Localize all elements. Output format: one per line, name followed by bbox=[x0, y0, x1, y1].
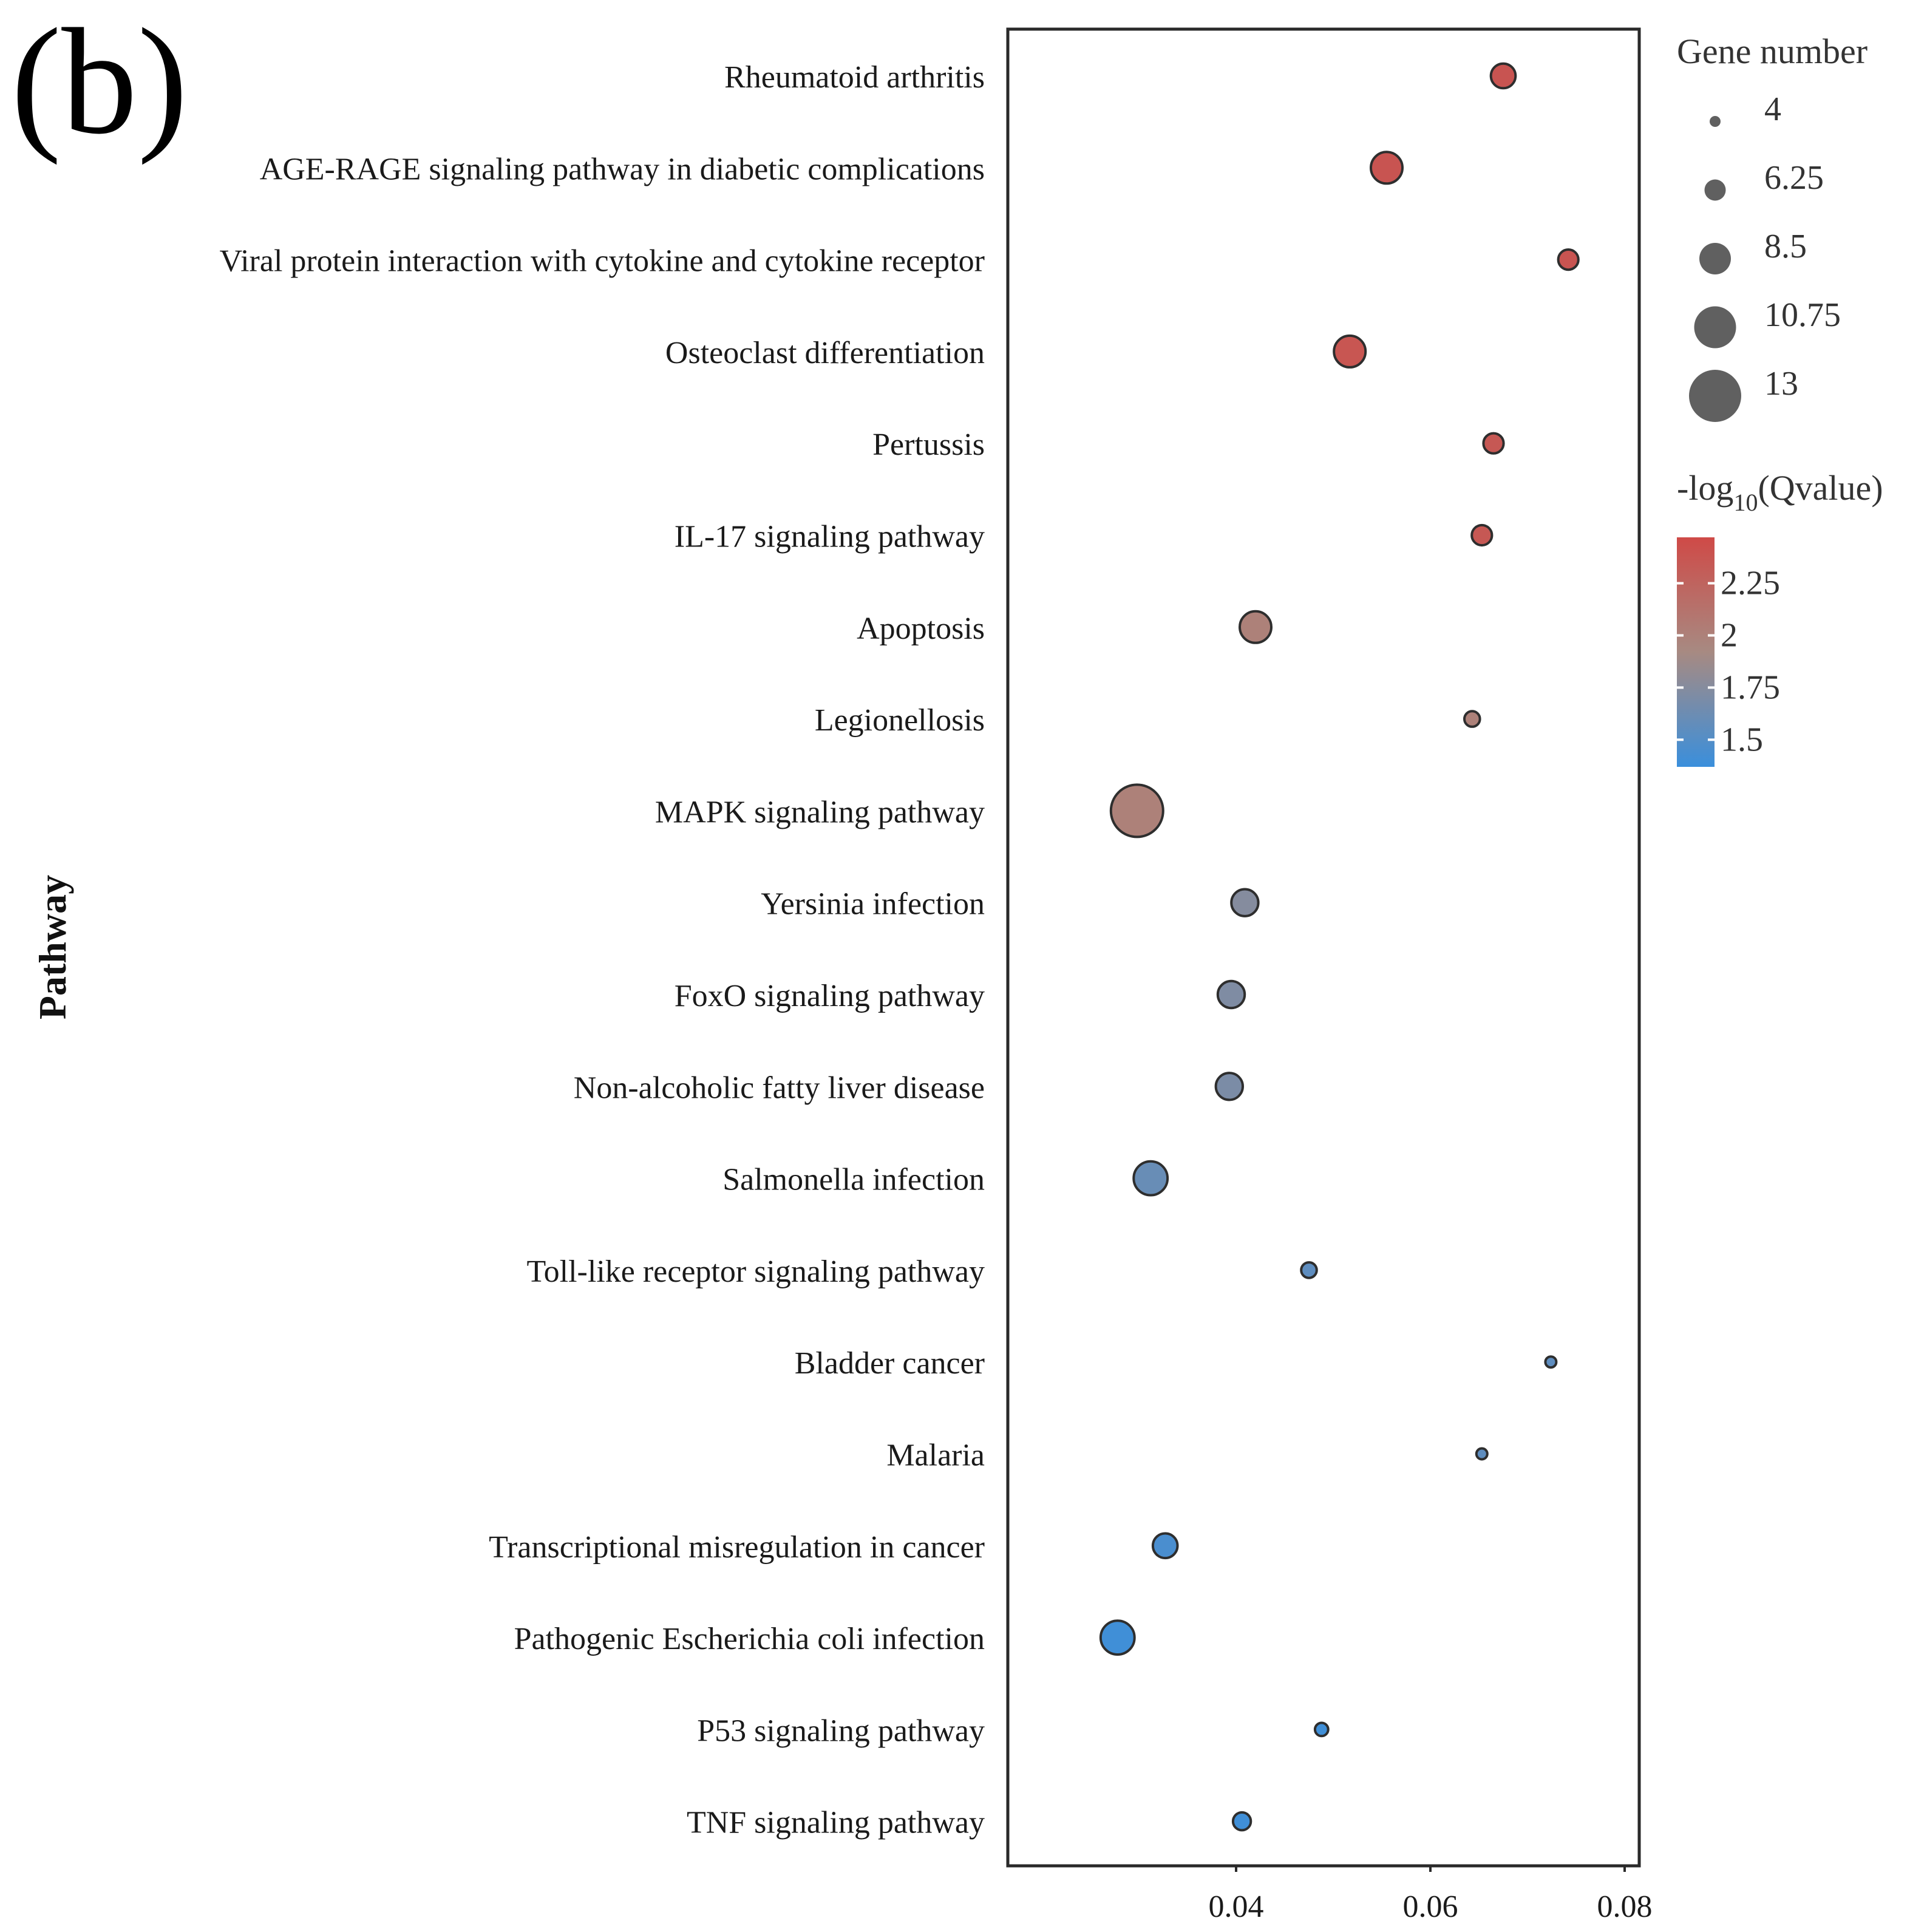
y-tick-label-apoptosis: Apoptosis bbox=[857, 611, 985, 646]
size-legend-label-6-25: 6.25 bbox=[1764, 159, 1824, 197]
point-il-17-signaling-pathway bbox=[1470, 523, 1494, 547]
color-legend-title-subscript: 10 bbox=[1733, 489, 1758, 516]
point-rheumatoid-arthritis bbox=[1489, 62, 1517, 90]
color-legend-title-suffix: (Qvalue) bbox=[1758, 468, 1883, 508]
point-viral-protein-interaction-with-cytokine-and-cytokine-receptor bbox=[1557, 248, 1580, 271]
point-non-alcoholic-fatty-liver-disease bbox=[1214, 1072, 1245, 1101]
y-tick-label-rheumatoid-arthritis: Rheumatoid arthritis bbox=[724, 60, 985, 95]
point-toll-like-receptor-signaling-pathway bbox=[1300, 1261, 1318, 1279]
point-apoptosis bbox=[1239, 610, 1273, 644]
size-legend-marker-8-5 bbox=[1699, 243, 1731, 274]
size-legend-label-10-75: 10.75 bbox=[1764, 296, 1841, 334]
y-tick-label-p53-signaling-pathway: P53 signaling pathway bbox=[697, 1713, 985, 1748]
y-tick-labels: Rheumatoid arthritis AGE-RAGE signaling p… bbox=[220, 60, 985, 1840]
size-legend-marker-4 bbox=[1710, 116, 1721, 127]
point-p53-signaling-pathway bbox=[1313, 1721, 1330, 1738]
size-legend-marker-13 bbox=[1689, 370, 1741, 422]
point-osteoclast-differentiation bbox=[1333, 334, 1367, 369]
y-tick-label-transcriptional-misregulation-in-cancer: Transcriptional misregulation in cancer bbox=[489, 1530, 985, 1565]
y-tick-label-non-alcoholic-fatty-liver-disease: Non-alcoholic fatty liver disease bbox=[574, 1070, 985, 1105]
y-axis-title: Pathway bbox=[31, 875, 74, 1019]
size-legend: 4 6.25 8.5 10.75 13 bbox=[1689, 90, 1841, 422]
colorbar bbox=[1677, 537, 1715, 767]
x-tick-label-0.08: 0.08 bbox=[1597, 1889, 1653, 1924]
y-tick-label-toll-like-receptor-signaling-pathway: Toll-like receptor signaling pathway bbox=[527, 1254, 985, 1289]
size-legend-label-13: 13 bbox=[1764, 365, 1798, 403]
y-tick-label-foxo-signaling-pathway: FoxO signaling pathway bbox=[675, 979, 985, 1013]
point-age-rage-signaling-pathway-in-diabetic-complications bbox=[1370, 151, 1404, 185]
point-tnf-signaling-pathway bbox=[1231, 1811, 1252, 1832]
colorbar-tick-label-2-25: 2.25 bbox=[1721, 565, 1780, 602]
point-pertussis bbox=[1482, 432, 1505, 455]
point-salmonella-infection bbox=[1132, 1160, 1169, 1197]
color-legend-title-prefix: -log bbox=[1677, 468, 1733, 508]
point-transcriptional-misregulation-in-cancer bbox=[1151, 1532, 1179, 1560]
point-malaria bbox=[1475, 1447, 1489, 1461]
color-legend-title: -log10(Qvalue) bbox=[1677, 468, 1883, 516]
point-yersinia-infection bbox=[1230, 888, 1260, 917]
y-tick-label-il-17-signaling-pathway: IL-17 signaling pathway bbox=[675, 520, 985, 554]
y-tick-label-malaria: Malaria bbox=[886, 1438, 985, 1473]
y-tick-label-age-rage-signaling-pathway-in-diabetic-complications: AGE-RAGE signaling pathway in diabetic c… bbox=[260, 152, 985, 186]
y-tick-label-bladder-cancer: Bladder cancer bbox=[795, 1346, 985, 1381]
data-points bbox=[1099, 62, 1580, 1832]
point-bladder-cancer bbox=[1544, 1355, 1558, 1369]
colorbar-ticks: 2.25 2 1.75 1.5 bbox=[1677, 565, 1780, 758]
point-legionellosis bbox=[1463, 710, 1481, 728]
y-tick-label-pathogenic-escherichia-coli-infection: Pathogenic Escherichia coli infection bbox=[514, 1622, 985, 1656]
y-tick-label-osteoclast-differentiation: Osteoclast differentiation bbox=[665, 336, 985, 370]
size-legend-marker-6-25 bbox=[1704, 179, 1726, 201]
y-tick-label-legionellosis: Legionellosis bbox=[815, 703, 985, 738]
size-legend-label-8-5: 8.5 bbox=[1764, 228, 1807, 265]
y-tick-label-pertussis: Pertussis bbox=[872, 427, 985, 462]
x-axis-ticks: 0.04 0.06 0.08 bbox=[1209, 1866, 1653, 1924]
y-tick-label-yersinia-infection: Yersinia infection bbox=[761, 887, 985, 922]
colorbar-tick-label-1-75: 1.75 bbox=[1721, 668, 1780, 706]
point-mapk-signaling-pathway bbox=[1109, 783, 1164, 838]
size-legend-label-4: 4 bbox=[1764, 90, 1781, 128]
y-tick-label-mapk-signaling-pathway: MAPK signaling pathway bbox=[655, 795, 985, 829]
colorbar-tick-label-1-5: 1.5 bbox=[1721, 721, 1763, 758]
point-foxo-signaling-pathway bbox=[1216, 979, 1246, 1010]
size-legend-title: Gene number bbox=[1677, 32, 1868, 71]
panel-label: (b) bbox=[11, 0, 188, 166]
y-tick-label-viral-protein-interaction-with-cytokine-and-cytokine-receptor: Viral protein interaction with cytokine … bbox=[220, 244, 985, 279]
y-tick-label-salmonella-infection: Salmonella infection bbox=[722, 1163, 985, 1197]
x-tick-label-0.06: 0.06 bbox=[1403, 1889, 1458, 1924]
size-legend-marker-10-75 bbox=[1694, 306, 1736, 349]
y-tick-label-tnf-signaling-pathway: TNF signaling pathway bbox=[687, 1806, 985, 1840]
x-tick-label-0.04: 0.04 bbox=[1209, 1889, 1264, 1924]
point-pathogenic-escherichia-coli-infection bbox=[1099, 1619, 1136, 1656]
colorbar-tick-label-2: 2 bbox=[1721, 617, 1738, 655]
plot-frame bbox=[1006, 27, 1641, 1868]
